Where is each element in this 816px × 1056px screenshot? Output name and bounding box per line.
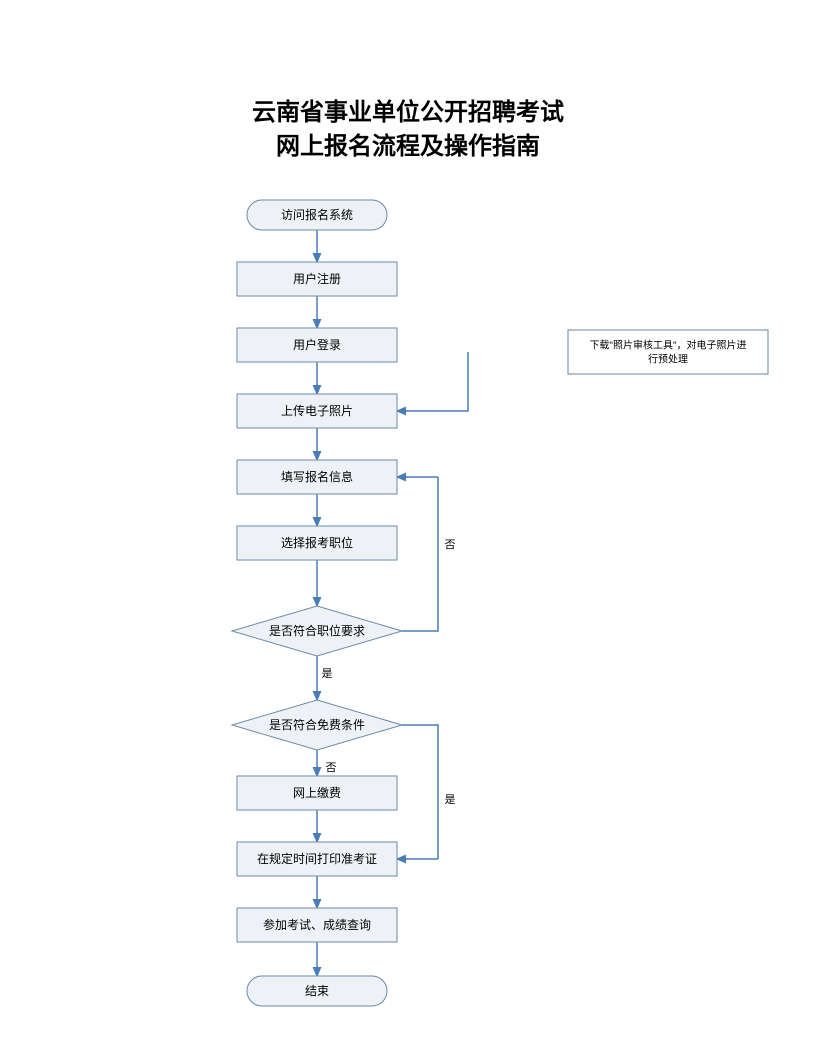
svg-text:行预处理: 行预处理: [648, 353, 688, 366]
svg-text:用户注册: 用户注册: [293, 271, 341, 286]
title-line-2: 网上报名流程及操作指南: [0, 130, 816, 164]
svg-text:选择报考职位: 选择报考职位: [281, 535, 353, 550]
svg-text:网上缴费: 网上缴费: [293, 785, 341, 800]
title-line-1: 云南省事业单位公开招聘考试: [0, 96, 816, 130]
svg-text:否: 否: [326, 762, 337, 774]
svg-text:在规定时间打印准考证: 在规定时间打印准考证: [257, 851, 377, 866]
svg-text:是: 是: [445, 793, 456, 806]
svg-text:访问报名系统: 访问报名系统: [281, 207, 353, 222]
svg-text:上传电子照片: 上传电子照片: [281, 403, 353, 418]
svg-text:否: 否: [445, 539, 456, 551]
svg-text:是: 是: [322, 667, 333, 680]
flowchart-svg: 是否否是访问报名系统用户注册用户登录上传电子照片填写报名信息选择报考职位是否符合…: [0, 180, 816, 1050]
svg-text:参加考试、成绩查询: 参加考试、成绩查询: [263, 917, 371, 932]
svg-text:用户登录: 用户登录: [293, 337, 341, 352]
svg-text:下载"照片审核工具"，对电子照片进: 下载"照片审核工具"，对电子照片进: [589, 339, 746, 352]
svg-text:填写报名信息: 填写报名信息: [281, 469, 353, 484]
svg-text:结束: 结束: [305, 984, 329, 998]
svg-text:是否符合职位要求: 是否符合职位要求: [269, 623, 365, 638]
svg-text:是否符合免费条件: 是否符合免费条件: [269, 717, 365, 732]
flowchart-container: 是否否是访问报名系统用户注册用户登录上传电子照片填写报名信息选择报考职位是否符合…: [0, 180, 816, 1050]
document-title: 云南省事业单位公开招聘考试 网上报名流程及操作指南: [0, 96, 816, 163]
